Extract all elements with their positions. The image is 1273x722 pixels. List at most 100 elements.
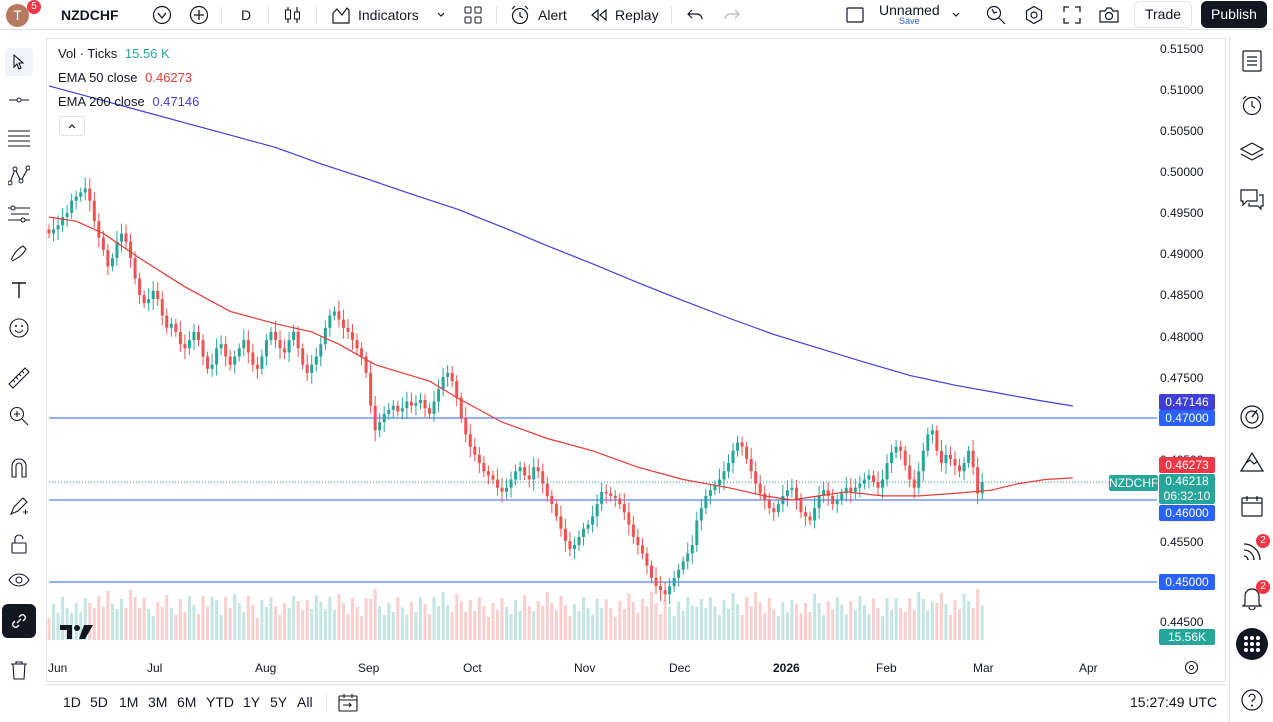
candle-body [727,463,730,472]
chevron-down-icon[interactable] [436,0,446,30]
stay-drawing-icon[interactable] [5,492,33,520]
candle-body [527,475,531,480]
watchlist-icon[interactable] [1238,47,1266,75]
volume-bar [337,594,341,640]
chats-icon[interactable] [1238,185,1266,213]
layout-name[interactable]: Unnamed [879,2,940,18]
news-feed-icon[interactable] [1238,538,1266,566]
utc-clock[interactable]: 15:27:49 UTC [1130,694,1218,710]
volume-bar [124,608,128,640]
quick-search-icon[interactable] [985,0,1007,30]
candle-body [418,399,422,404]
volume-bar [699,599,703,640]
candle-body [101,237,105,250]
trade-button[interactable]: Trade [1134,1,1192,28]
time-axis-settings-icon[interactable] [1184,660,1199,680]
range-all[interactable]: All [297,694,313,710]
volume-bar [165,595,169,640]
ema50-legend[interactable]: EMA 50 close 0.46273 [58,70,192,85]
range-5d[interactable]: 5D [90,694,108,710]
indicators-icon[interactable] [331,0,351,30]
replay-button[interactable]: Replay [615,7,659,23]
candle-body [129,241,133,259]
volume-bar [572,604,576,640]
volume-bar [382,615,386,640]
candle-body [210,364,214,369]
volume-bar [459,601,463,640]
volume-bar [201,596,205,640]
ruler-icon[interactable] [5,364,33,392]
templates-icon[interactable] [463,0,483,30]
range-5y[interactable]: 5Y [270,694,288,710]
volume-bar [953,599,957,640]
candle-body [867,475,871,480]
interval-button[interactable]: D [241,7,252,23]
range-1m[interactable]: 1M [119,694,139,710]
apps-grid-icon[interactable] [1236,628,1268,660]
brush-icon[interactable] [5,238,33,266]
emoji-icon[interactable] [5,314,33,342]
layers-icon[interactable] [1238,138,1266,166]
candle-body [595,504,599,517]
help-icon[interactable] [1238,686,1266,714]
alert-button[interactable]: Alert [538,7,567,23]
candles-icon[interactable] [284,0,302,30]
candle-body [971,450,975,468]
pattern-icon[interactable] [5,162,33,190]
candle-body [885,463,889,480]
fullscreen-icon[interactable] [1062,0,1082,30]
screener-icon[interactable] [1238,403,1266,431]
trash-icon[interactable] [5,656,33,684]
date-range-icon[interactable] [337,693,359,718]
volume-bar [210,597,214,640]
level-047-label: 0.47000 [1159,410,1215,426]
eye-icon[interactable] [5,566,33,594]
range-1d[interactable]: 1D [63,694,81,710]
volume-bar [174,615,178,640]
range-1y[interactable]: 1Y [243,694,261,710]
layout-checkbox-icon[interactable] [845,0,865,30]
symbol-search[interactable]: NZDCHF [61,7,119,23]
settings-gear-icon[interactable] [1024,0,1044,30]
text-icon[interactable] [5,276,33,304]
volume-bar [301,610,305,640]
compare-symbol-icon[interactable] [152,0,172,30]
camera-icon[interactable] [1098,0,1120,30]
candle-body [491,475,495,480]
calendar-icon[interactable] [1238,492,1266,520]
user-avatar[interactable]: T [6,4,29,27]
redo-icon[interactable] [723,0,741,30]
range-ytd[interactable]: YTD [206,694,234,710]
magnet-icon[interactable] [5,454,33,482]
volume-bar [758,602,762,640]
indicators-button[interactable]: Indicators [358,7,419,23]
link-icon[interactable] [2,604,36,638]
range-6m[interactable]: 6M [177,694,197,710]
volume-bar [622,609,626,640]
undo-icon[interactable] [686,0,704,30]
collapse-legend-button[interactable] [59,116,85,136]
alert-clock-icon[interactable] [509,0,531,30]
notifications-bell-icon[interactable] [1238,584,1266,612]
volume-bar [237,603,241,640]
zoom-in-icon[interactable] [5,402,33,430]
range-3m[interactable]: 3M [148,694,168,710]
chart-pane[interactable] [46,38,1226,682]
lock-icon[interactable] [5,530,33,558]
trend-line-icon[interactable] [5,86,33,114]
cursor-icon[interactable] [5,48,33,76]
notifications-count-badge: 2 [1256,580,1270,594]
volume-bar [523,595,527,640]
publish-button[interactable]: Publish [1201,1,1267,28]
hotlists-icon[interactable] [1238,448,1266,476]
layout-chevron-down-icon[interactable] [951,0,961,30]
volume-legend[interactable]: Vol · Ticks 15.56 K [58,46,170,61]
replay-icon[interactable] [590,0,608,30]
tradingview-logo[interactable] [60,624,94,645]
add-symbol-icon[interactable] [189,0,209,30]
fib-icon[interactable] [5,124,33,152]
forecast-icon[interactable] [5,200,33,228]
alerts-clock-icon[interactable] [1238,91,1266,119]
ema200-legend[interactable]: EMA 200 close 0.47146 [58,94,199,109]
